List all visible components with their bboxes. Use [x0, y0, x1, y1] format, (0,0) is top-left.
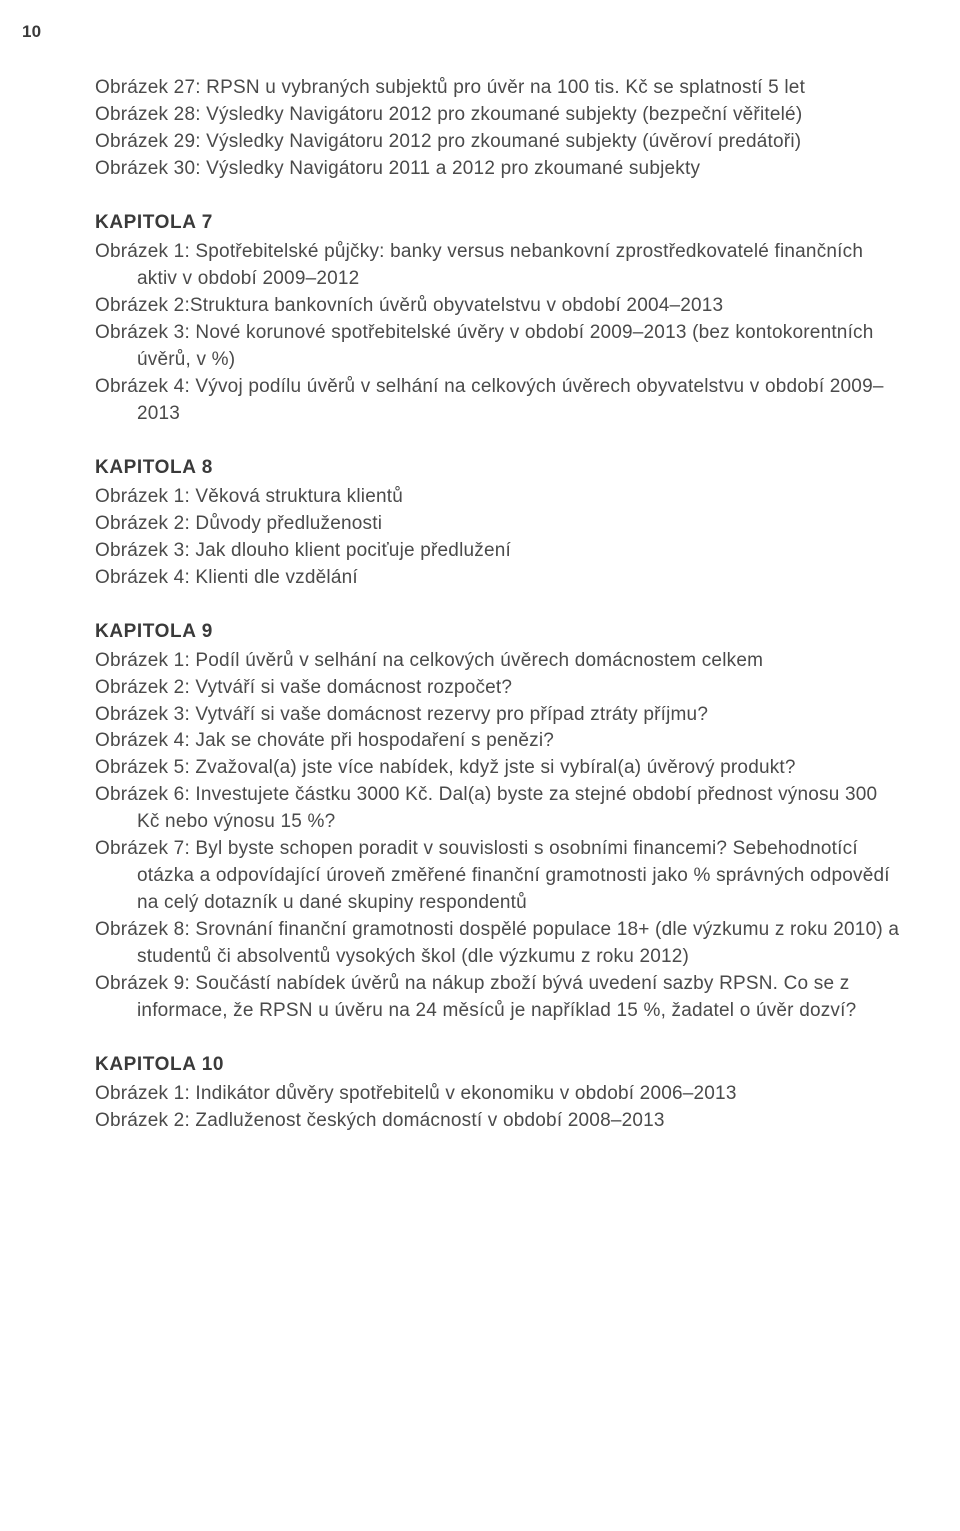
section-heading: KAPITOLA 9	[95, 619, 900, 646]
list-item: Obrázek 30: Výsledky Navigátoru 2011 a 2…	[95, 156, 900, 183]
entry-text: Obrázek 1: Podíl úvěrů v selhání na celk…	[95, 650, 763, 671]
list-item: Obrázek 9: Součástí nabídek úvěrů na nák…	[95, 971, 900, 1025]
list-item: Obrázek 7: Byl byste schopen poradit v s…	[95, 836, 900, 917]
block-kapitola-7: KAPITOLA 7 Obrázek 1: Spotřebitelské půj…	[95, 210, 900, 428]
list-item: Obrázek 28: Výsledky Navigátoru 2012 pro…	[95, 102, 900, 129]
entry-text: Obrázek 4: Vývoj podílu úvěrů v selhání …	[95, 376, 884, 424]
block-kapitola-8: KAPITOLA 8 Obrázek 1: Věková struktura k…	[95, 455, 900, 592]
page-container: 10 Obrázek 27: RPSN u vybraných subjektů…	[0, 0, 960, 1195]
entry-text: Obrázek 6: Investujete částku 3000 Kč. D…	[95, 784, 877, 832]
block-kapitola-9: KAPITOLA 9 Obrázek 1: Podíl úvěrů v selh…	[95, 619, 900, 1026]
entry-text: Obrázek 29: Výsledky Navigátoru 2012 pro…	[95, 131, 801, 152]
entry-text: Obrázek 7: Byl byste schopen poradit v s…	[95, 838, 890, 913]
list-item: Obrázek 4: Jak se chováte při hospodařen…	[95, 728, 900, 755]
entry-text: Obrázek 5: Zvažoval(a) jste více nabídek…	[95, 757, 796, 778]
list-item: Obrázek 6: Investujete částku 3000 Kč. D…	[95, 782, 900, 836]
entry-text: Obrázek 2: Vytváří si vaše domácnost roz…	[95, 677, 512, 698]
entry-text: Obrázek 2: Důvody předluženosti	[95, 513, 382, 534]
entry-text: Obrázek 2:Struktura bankovních úvěrů oby…	[95, 295, 723, 316]
entry-text: Obrázek 30: Výsledky Navigátoru 2011 a 2…	[95, 158, 700, 179]
list-item: Obrázek 4: Vývoj podílu úvěrů v selhání …	[95, 374, 900, 428]
list-item: Obrázek 3: Vytváří si vaše domácnost rez…	[95, 702, 900, 729]
list-item: Obrázek 1: Spotřebitelské půjčky: banky …	[95, 239, 900, 293]
entry-text: Obrázek 8: Srovnání finanční gramotnosti…	[95, 919, 899, 967]
block-kapitola-10: KAPITOLA 10 Obrázek 1: Indikátor důvěry …	[95, 1052, 900, 1135]
entry-text: Obrázek 9: Součástí nabídek úvěrů na nák…	[95, 973, 856, 1021]
entry-text: Obrázek 28: Výsledky Navigátoru 2012 pro…	[95, 104, 802, 125]
section-heading: KAPITOLA 10	[95, 1052, 900, 1079]
entry-text: Obrázek 4: Jak se chováte při hospodařen…	[95, 730, 554, 751]
list-item: Obrázek 2: Zadluženost českých domácnost…	[95, 1108, 900, 1135]
list-item: Obrázek 2:Struktura bankovních úvěrů oby…	[95, 293, 900, 320]
list-item: Obrázek 27: RPSN u vybraných subjektů pr…	[95, 75, 900, 102]
list-item: Obrázek 2: Důvody předluženosti	[95, 511, 900, 538]
entry-text: Obrázek 1: Věková struktura klientů	[95, 486, 403, 507]
entry-text: Obrázek 2: Zadluženost českých domácnost…	[95, 1110, 665, 1131]
list-item: Obrázek 3: Nové korunové spotřebitelské …	[95, 320, 900, 374]
page-number: 10	[22, 20, 900, 44]
list-item: Obrázek 3: Jak dlouho klient pociťuje př…	[95, 538, 900, 565]
list-item: Obrázek 5: Zvažoval(a) jste více nabídek…	[95, 755, 900, 782]
list-item: Obrázek 2: Vytváří si vaše domácnost roz…	[95, 675, 900, 702]
entry-text: Obrázek 27: RPSN u vybraných subjektů pr…	[95, 77, 805, 98]
entry-text: Obrázek 1: Indikátor důvěry spotřebitelů…	[95, 1083, 737, 1104]
section-heading: KAPITOLA 7	[95, 210, 900, 237]
list-item: Obrázek 4: Klienti dle vzdělání	[95, 565, 900, 592]
entry-text: Obrázek 1: Spotřebitelské půjčky: banky …	[95, 241, 863, 289]
list-item: Obrázek 1: Indikátor důvěry spotřebitelů…	[95, 1081, 900, 1108]
block-intro: Obrázek 27: RPSN u vybraných subjektů pr…	[95, 75, 900, 183]
list-item: Obrázek 1: Podíl úvěrů v selhání na celk…	[95, 648, 900, 675]
list-item: Obrázek 29: Výsledky Navigátoru 2012 pro…	[95, 129, 900, 156]
entry-text: Obrázek 3: Nové korunové spotřebitelské …	[95, 322, 874, 370]
entry-text: Obrázek 3: Jak dlouho klient pociťuje př…	[95, 540, 511, 561]
entry-text: Obrázek 3: Vytváří si vaše domácnost rez…	[95, 704, 708, 725]
list-item: Obrázek 8: Srovnání finanční gramotnosti…	[95, 917, 900, 971]
section-heading: KAPITOLA 8	[95, 455, 900, 482]
entry-text: Obrázek 4: Klienti dle vzdělání	[95, 567, 358, 588]
list-item: Obrázek 1: Věková struktura klientů	[95, 484, 900, 511]
